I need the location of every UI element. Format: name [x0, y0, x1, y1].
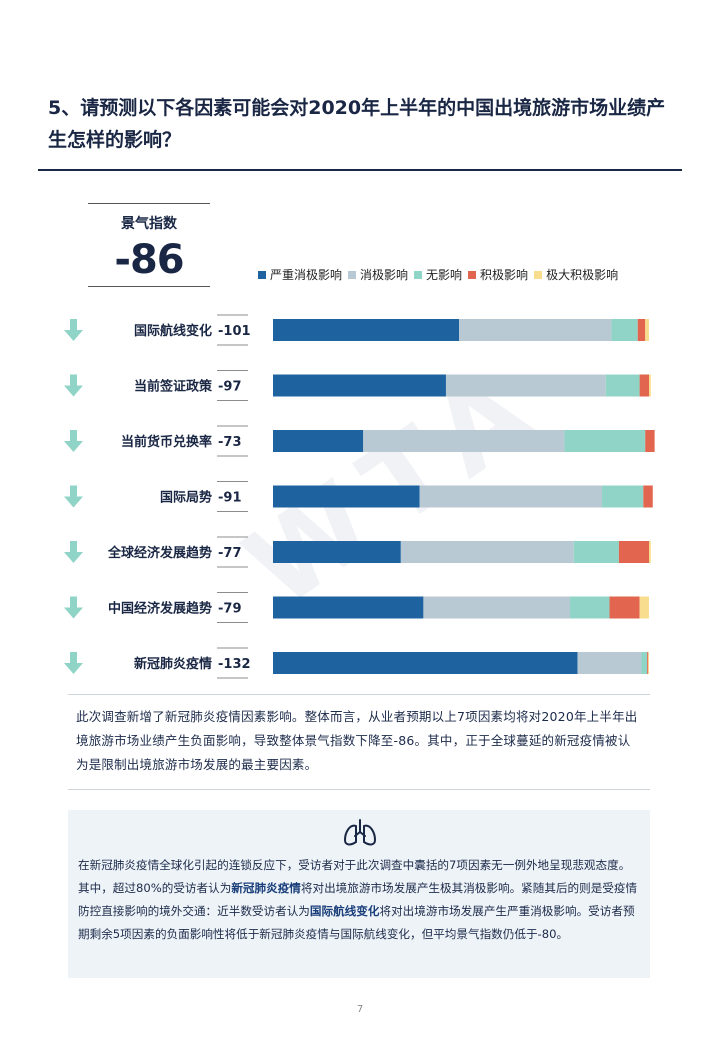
category-label: 当前货币兑换率 — [121, 434, 212, 450]
index-value: -86 — [114, 237, 184, 283]
legend-item: 消极影响 — [348, 266, 408, 283]
note-text-2: 将对出境旅游市场发展产生极其消极影响。紧随其后的则是受疫情防控直接影响的境外交通… — [78, 881, 638, 918]
bar-segment — [423, 596, 571, 619]
down-arrow-icon — [64, 541, 83, 563]
category-label: 新冠肺炎疫情 — [134, 656, 212, 672]
bar-segment — [573, 541, 619, 563]
lungs-icon — [342, 818, 378, 856]
bar-segment — [649, 541, 651, 563]
bar-segment — [400, 541, 574, 563]
legend-item: 极大积极影响 — [534, 266, 618, 283]
bar-segment — [637, 319, 646, 341]
bar-segment — [273, 652, 578, 674]
score-label: -91 — [218, 491, 242, 506]
legend-swatch — [348, 270, 357, 279]
bar-segment — [363, 430, 565, 452]
legend-item: 积极影响 — [468, 266, 528, 283]
bar-segment — [445, 374, 606, 397]
note-box: 在新冠肺炎疫情全球化引起的连锁反应下，受访者对于此次调查中囊括的7项因素无一例外… — [68, 810, 650, 978]
page-title: 5、请预测以下各因素可能会对2020年上半年的中国出境旅游市场业绩产生怎样的影响… — [48, 97, 666, 151]
down-arrow-icon — [64, 596, 83, 619]
note-bold-2: 国际航线变化 — [309, 904, 380, 918]
bar-segment — [648, 652, 649, 674]
bar-segment — [273, 319, 460, 341]
title-divider — [38, 169, 682, 171]
bar-segment — [602, 485, 644, 508]
bar-segment — [459, 319, 612, 341]
legend-swatch — [258, 270, 266, 279]
bar-segment — [273, 485, 420, 508]
down-arrow-icon — [64, 319, 83, 341]
note-text-3: 将对出境游市场发展产生严重消极影响。受访者预期剩余5项因素的负面影响性将低于新冠… — [78, 904, 635, 941]
legend-swatch — [414, 270, 423, 279]
index-box: 景气指数 -86 — [88, 203, 210, 287]
legend-item: 严重消极影响 — [258, 266, 342, 283]
stacked-bar-chart: 国际航线变化 -101 当前签证政策 -97 当前货币兑换率 -73 国际局势 -91 全球经济… — [64, 314, 655, 679]
index-bottom-rule — [88, 286, 210, 287]
category-label: 国际局势 — [160, 490, 212, 506]
summary-paragraph: 此次调查新增了新冠肺炎疫情因素影响。整体而言，从业者预期以上7项因素均将对202… — [68, 694, 650, 790]
legend-label: 严重消极影响 — [270, 268, 343, 282]
bar-segment — [609, 596, 640, 619]
bar-segment — [639, 374, 649, 397]
score-label: -132 — [218, 657, 251, 672]
page-number: 7 — [356, 1004, 364, 1015]
legend-item: 无影响 — [414, 266, 462, 283]
legend-label: 消极影响 — [360, 268, 409, 282]
down-arrow-icon — [64, 374, 83, 397]
score-label: -73 — [218, 435, 242, 450]
score-label: -97 — [218, 380, 242, 395]
note-bold-1: 新冠肺炎疫情 — [231, 881, 301, 895]
bar-segment — [577, 652, 642, 674]
bar-segment — [605, 374, 640, 397]
bar-segment — [419, 485, 602, 508]
score-label: -79 — [218, 602, 242, 617]
note-text-1: 在新冠肺炎疫情全球化引起的连锁反应下，受访者对于此次调查中囊括的7项因素无一例外… — [78, 858, 631, 895]
bar-segment — [639, 596, 649, 619]
bar-segment — [643, 485, 653, 508]
bar-segment — [570, 596, 610, 619]
bar-segment — [611, 319, 638, 341]
index-top-rule — [88, 203, 210, 204]
bar-segment — [645, 430, 655, 452]
bar-segment — [273, 430, 364, 452]
chart-legend: 严重消极影响 消极影响 无影响 积极影响 极大积极影响 — [258, 266, 618, 283]
bar-segment — [649, 374, 651, 397]
bar-segment — [564, 430, 646, 452]
bar-segment — [273, 541, 401, 563]
category-label: 全球经济发展趋势 — [107, 545, 212, 561]
down-arrow-icon — [64, 430, 83, 452]
category-label: 当前签证政策 — [134, 379, 213, 395]
legend-label: 积极影响 — [480, 268, 529, 282]
legend-swatch — [534, 270, 543, 279]
down-arrow-icon — [64, 485, 83, 508]
legend-swatch — [468, 270, 477, 279]
category-label: 国际航线变化 — [134, 323, 212, 339]
score-label: -101 — [218, 324, 251, 339]
bar-segment — [647, 652, 649, 674]
bar-segment — [641, 652, 648, 674]
bar-segment — [618, 541, 649, 563]
score-label: -77 — [218, 546, 242, 561]
index-label: 景气指数 — [121, 216, 177, 232]
legend-label: 无影响 — [426, 268, 463, 282]
bar-segment — [273, 374, 446, 397]
category-label: 中国经济发展趋势 — [108, 601, 212, 617]
bar-segment — [645, 319, 649, 341]
legend-label: 极大积极影响 — [546, 268, 619, 282]
bar-segment — [273, 596, 424, 619]
down-arrow-icon — [64, 652, 83, 674]
